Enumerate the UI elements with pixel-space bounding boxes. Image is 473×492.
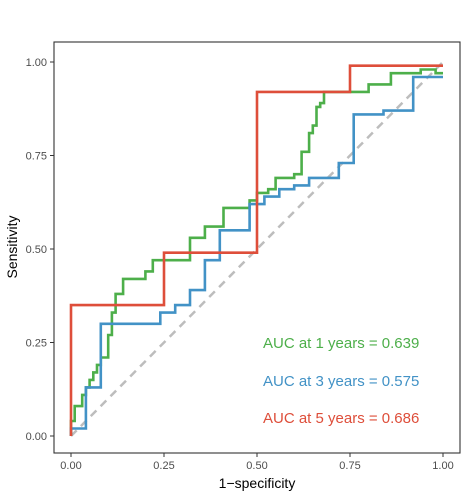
roc-curve-3-years [69, 75, 443, 436]
reference-diagonal-line [70, 61, 444, 437]
y-tick-label: 0.75 [26, 151, 47, 163]
y-axis: 0.00 0.25 0.50 0.75 1.00 [26, 57, 54, 443]
auc-annotation-1-years: AUC at 1 years = 0.639 [263, 335, 419, 352]
auc-annotation-5-years: AUC at 5 years = 0.686 [263, 410, 419, 427]
y-tick-label: 0.00 [26, 431, 47, 443]
x-tick-label: 0.75 [339, 460, 360, 472]
y-tick-label: 0.25 [26, 338, 47, 350]
auc-annotation-3-years: AUC at 3 years = 0.575 [263, 373, 419, 390]
y-tick-label: 1.00 [26, 57, 47, 69]
x-tick-label: 1.00 [432, 460, 453, 472]
roc-curve-1-years [69, 68, 443, 436]
roc-curves [69, 64, 443, 436]
x-tick-label: 0.50 [246, 460, 267, 472]
x-axis-title: 1−specificity [219, 475, 296, 491]
roc-curve-5-years [69, 64, 443, 436]
x-tick-label: 0.25 [153, 460, 174, 472]
x-axis: 0.00 0.25 0.50 0.75 1.00 [60, 453, 454, 472]
x-tick-label: 0.00 [60, 460, 81, 472]
y-axis-title: Sensitivity [4, 215, 20, 278]
y-tick-label: 0.50 [26, 244, 47, 256]
